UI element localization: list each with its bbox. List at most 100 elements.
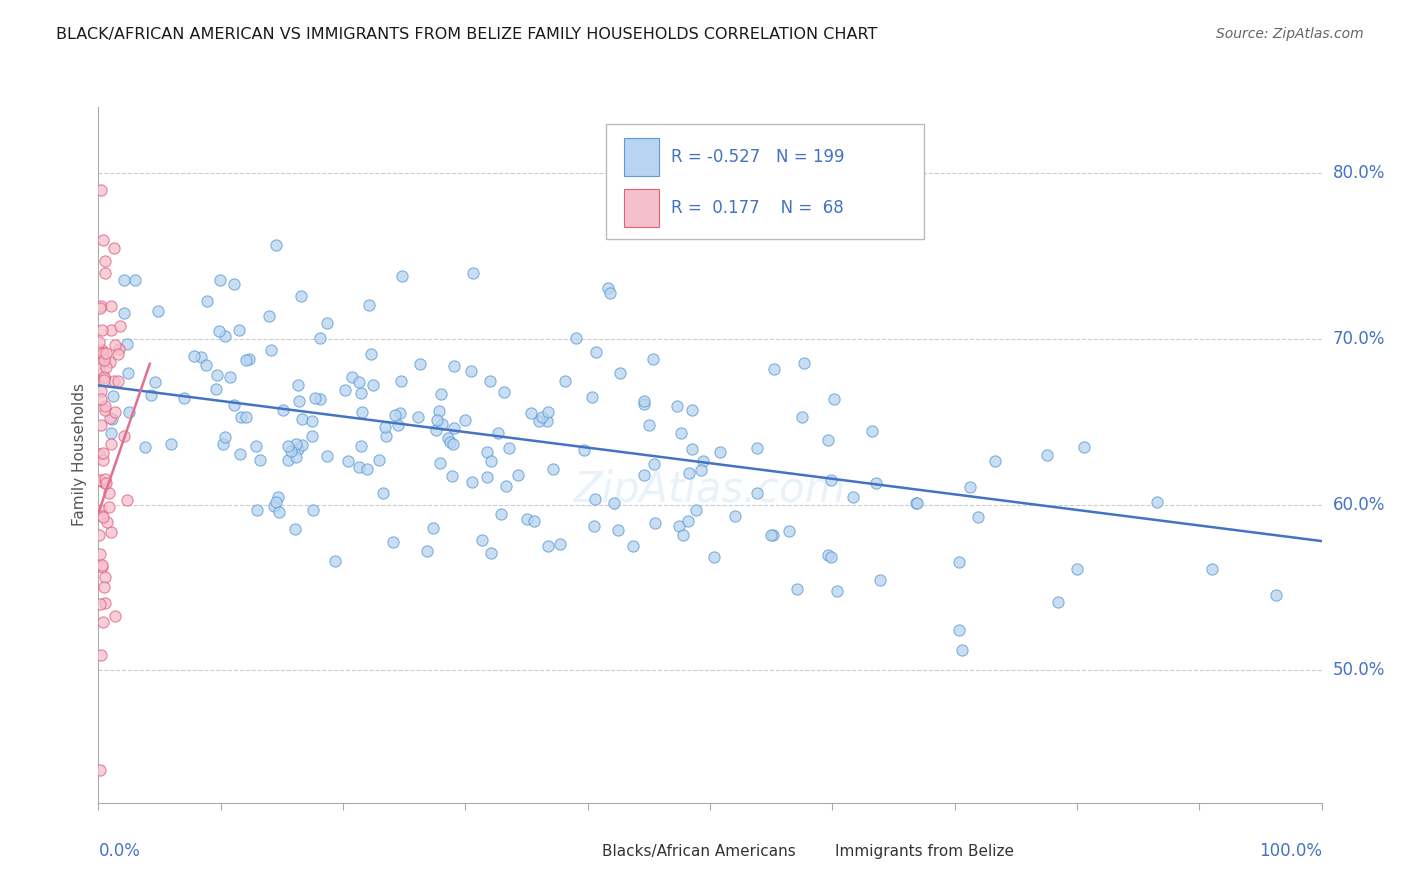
Point [98, 410, 121, 425]
Point [100, 299, 122, 313]
Point [287, 442, 309, 457]
Point [100, 323, 122, 337]
Point [260, 343, 283, 357]
Bar [624, 138, 658, 177]
Bar [796, 839, 827, 864]
Point [89, 763, 111, 777]
Point [583, 492, 606, 507]
Point [249, 453, 271, 467]
Point [692, 454, 714, 468]
Point [574, 442, 596, 457]
Point [479, 546, 502, 560]
Point [94, 266, 117, 280]
Point [959, 480, 981, 494]
Point [486, 425, 509, 440]
Point [315, 449, 337, 463]
Point [356, 462, 378, 476]
Point [529, 414, 551, 428]
Point [668, 518, 690, 533]
Point [681, 442, 703, 457]
Point [117, 366, 139, 380]
Point [183, 349, 205, 363]
Point [869, 573, 891, 587]
Bar [564, 839, 593, 864]
Point [112, 273, 135, 287]
Point [91, 345, 114, 359]
Point [96, 515, 118, 529]
Point [793, 356, 815, 370]
Point [495, 479, 517, 493]
Point [948, 623, 970, 637]
Point [460, 364, 482, 378]
Point [229, 447, 252, 461]
Point [238, 351, 260, 366]
Point [229, 410, 252, 425]
Point [786, 582, 808, 596]
Point [91, 233, 114, 247]
Point [478, 374, 501, 388]
Point [375, 428, 398, 442]
Text: 60.0%: 60.0% [1333, 496, 1385, 514]
Point [207, 368, 229, 383]
Point [745, 486, 768, 500]
Text: BLACK/AFRICAN AMERICAN VS IMMIGRANTS FROM BELIZE FAMILY HOUSEHOLDS CORRELATION C: BLACK/AFRICAN AMERICAN VS IMMIGRANTS FRO… [56, 27, 877, 42]
Point [387, 418, 409, 433]
Point [89, 547, 111, 561]
Point [93, 369, 115, 384]
Point [110, 318, 132, 333]
Point [173, 391, 195, 405]
Point [745, 442, 768, 456]
Point [609, 366, 631, 380]
Point [426, 412, 449, 426]
Point [93, 353, 115, 368]
Point [91, 510, 114, 524]
Point [194, 358, 217, 372]
Point [90, 558, 112, 573]
Point [309, 392, 332, 406]
Point [96, 360, 118, 375]
Point [94, 345, 117, 359]
Point [516, 511, 538, 525]
Point [541, 462, 564, 476]
Point [905, 495, 928, 509]
Point [103, 374, 125, 388]
Point [948, 555, 970, 569]
Point [90, 392, 112, 406]
Point [454, 413, 477, 427]
Point [408, 410, 430, 425]
Point [91, 345, 114, 359]
Point [124, 273, 146, 287]
Point [371, 485, 394, 500]
Point [865, 476, 887, 491]
Point [190, 350, 212, 364]
Point [340, 370, 363, 384]
Point [90, 560, 112, 574]
Point [520, 406, 543, 420]
Point [633, 394, 655, 409]
Point [724, 508, 747, 523]
Point [228, 323, 250, 337]
Point [134, 440, 156, 454]
Point [94, 570, 117, 584]
Point [950, 642, 973, 657]
Point [607, 523, 630, 537]
Text: Source: ZipAtlas.com: Source: ZipAtlas.com [1216, 27, 1364, 41]
Point [1036, 448, 1059, 462]
Point [91, 452, 114, 467]
Point [209, 273, 232, 287]
Point [633, 397, 655, 411]
Point [498, 442, 520, 456]
Point [671, 425, 693, 440]
Point [93, 352, 115, 367]
Point [360, 346, 382, 360]
Point [491, 508, 513, 522]
Point [139, 388, 162, 402]
Point [93, 580, 115, 594]
Point [89, 447, 111, 461]
Point [554, 374, 576, 388]
Point [1265, 587, 1288, 601]
Point [89, 356, 111, 370]
Text: ZipAtlas.com: ZipAtlas.com [574, 468, 846, 511]
Point [94, 595, 117, 609]
Point [759, 528, 782, 542]
